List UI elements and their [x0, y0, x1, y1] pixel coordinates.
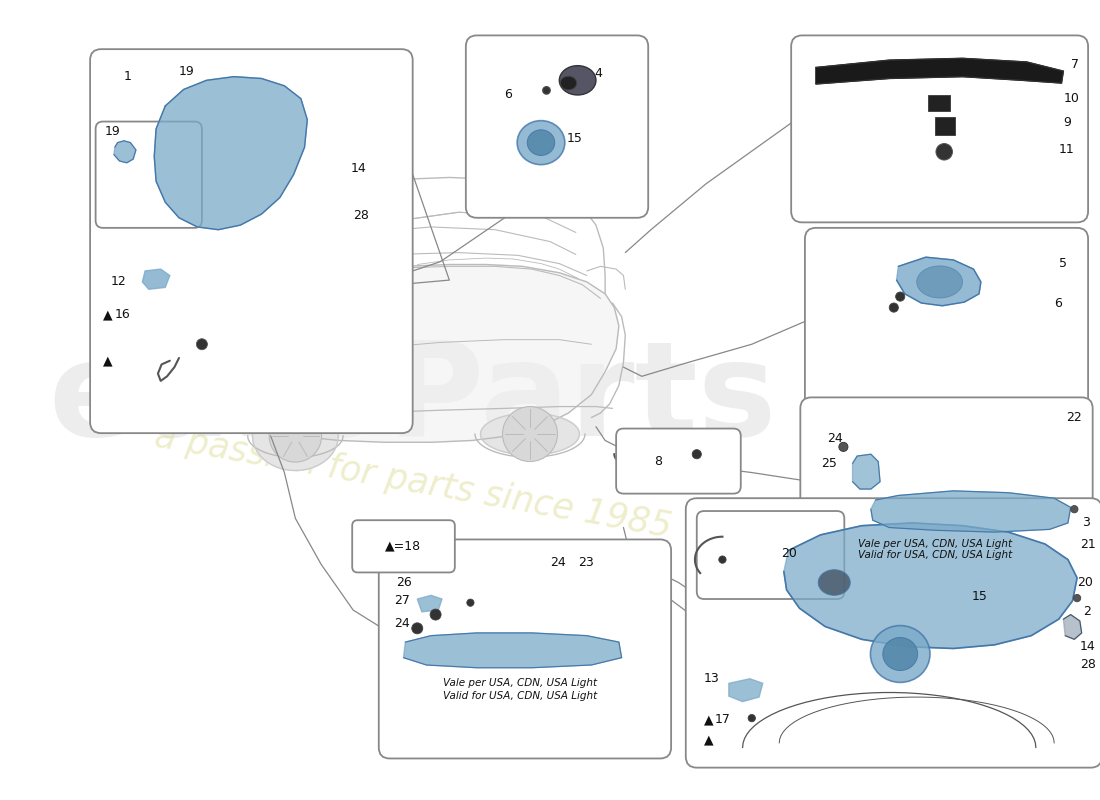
- Ellipse shape: [517, 121, 564, 165]
- Text: ▲: ▲: [103, 354, 112, 367]
- Polygon shape: [896, 257, 981, 306]
- Text: 21: 21: [1080, 538, 1096, 550]
- Text: 8: 8: [654, 455, 662, 468]
- Ellipse shape: [818, 570, 850, 595]
- Text: 20: 20: [1077, 576, 1093, 589]
- Ellipse shape: [559, 66, 596, 95]
- Text: Valid for USA, CDN, USA Light: Valid for USA, CDN, USA Light: [858, 550, 1012, 560]
- Circle shape: [503, 406, 558, 462]
- Polygon shape: [253, 402, 339, 470]
- Ellipse shape: [870, 626, 930, 682]
- Text: 23: 23: [578, 556, 593, 569]
- Polygon shape: [729, 678, 762, 702]
- Circle shape: [270, 410, 321, 462]
- Polygon shape: [154, 77, 307, 230]
- Ellipse shape: [527, 130, 554, 155]
- FancyBboxPatch shape: [96, 122, 202, 228]
- Circle shape: [889, 303, 899, 312]
- Bar: [935, 117, 955, 135]
- Text: ▲: ▲: [103, 309, 112, 322]
- Text: 13: 13: [704, 672, 719, 686]
- Text: 25: 25: [822, 457, 837, 470]
- Text: euroParts: euroParts: [48, 336, 777, 462]
- Polygon shape: [852, 454, 880, 489]
- Text: Valid for USA, CDN, USA Light: Valid for USA, CDN, USA Light: [443, 691, 597, 701]
- Circle shape: [1074, 594, 1081, 602]
- Text: 11: 11: [1059, 143, 1075, 157]
- Text: 10: 10: [1064, 92, 1079, 105]
- FancyBboxPatch shape: [465, 35, 648, 218]
- Text: 1: 1: [124, 70, 132, 83]
- Polygon shape: [816, 58, 1064, 84]
- Circle shape: [692, 450, 702, 458]
- Polygon shape: [784, 523, 1077, 649]
- Text: 14: 14: [351, 162, 366, 174]
- Text: 6: 6: [1054, 297, 1063, 310]
- Text: 22: 22: [1066, 411, 1081, 424]
- Text: 28: 28: [353, 210, 369, 222]
- Text: 17: 17: [715, 714, 732, 726]
- Text: 6: 6: [504, 89, 513, 102]
- Polygon shape: [404, 633, 622, 668]
- Ellipse shape: [916, 266, 962, 298]
- Circle shape: [895, 292, 905, 301]
- Bar: [927, 95, 949, 111]
- Circle shape: [748, 714, 756, 722]
- Circle shape: [936, 143, 953, 160]
- Circle shape: [411, 623, 422, 634]
- Text: 24: 24: [550, 556, 565, 569]
- Ellipse shape: [560, 76, 576, 90]
- FancyBboxPatch shape: [833, 571, 974, 745]
- Text: 19: 19: [179, 65, 195, 78]
- FancyBboxPatch shape: [696, 511, 845, 599]
- Polygon shape: [142, 269, 169, 290]
- Text: Vale per USA, CDN, USA Light: Vale per USA, CDN, USA Light: [858, 539, 1012, 549]
- FancyBboxPatch shape: [352, 520, 454, 573]
- Text: 15: 15: [971, 590, 988, 602]
- Text: 28: 28: [1080, 658, 1096, 671]
- Circle shape: [430, 609, 441, 620]
- Circle shape: [718, 556, 726, 563]
- Polygon shape: [216, 265, 619, 442]
- FancyBboxPatch shape: [616, 429, 740, 494]
- FancyBboxPatch shape: [801, 398, 1092, 580]
- FancyBboxPatch shape: [685, 498, 1100, 768]
- Circle shape: [1070, 506, 1078, 513]
- Text: 27: 27: [395, 594, 410, 607]
- Text: ▲: ▲: [704, 734, 714, 746]
- Text: a passion for parts since 1985: a passion for parts since 1985: [152, 419, 674, 544]
- Text: 20: 20: [781, 546, 798, 560]
- Text: 19: 19: [104, 125, 121, 138]
- Text: 15: 15: [566, 131, 583, 145]
- Polygon shape: [417, 595, 442, 612]
- Text: 24: 24: [395, 618, 410, 630]
- FancyBboxPatch shape: [378, 539, 671, 758]
- Text: 7: 7: [1070, 58, 1079, 71]
- Text: ▲: ▲: [704, 714, 714, 726]
- Text: 26: 26: [396, 576, 411, 589]
- Text: 14: 14: [1080, 640, 1096, 653]
- FancyBboxPatch shape: [90, 49, 412, 433]
- Polygon shape: [114, 141, 136, 162]
- Circle shape: [839, 442, 848, 451]
- Polygon shape: [1064, 614, 1081, 639]
- Text: 5: 5: [1059, 257, 1067, 270]
- Text: 24: 24: [827, 432, 843, 445]
- Text: 16: 16: [114, 309, 131, 322]
- Text: 3: 3: [1081, 515, 1089, 529]
- Text: 9: 9: [1064, 116, 1071, 129]
- Text: ▲=18: ▲=18: [385, 539, 421, 552]
- FancyBboxPatch shape: [791, 35, 1088, 222]
- Ellipse shape: [883, 638, 917, 670]
- Circle shape: [542, 86, 550, 94]
- Polygon shape: [871, 491, 1070, 532]
- Circle shape: [466, 599, 474, 606]
- Text: 4: 4: [594, 67, 602, 81]
- Text: 2: 2: [1084, 606, 1091, 618]
- FancyBboxPatch shape: [805, 228, 1088, 410]
- Text: 12: 12: [110, 275, 126, 289]
- Text: Vale per USA, CDN, USA Light: Vale per USA, CDN, USA Light: [443, 678, 597, 688]
- Circle shape: [197, 338, 208, 350]
- Polygon shape: [481, 413, 580, 455]
